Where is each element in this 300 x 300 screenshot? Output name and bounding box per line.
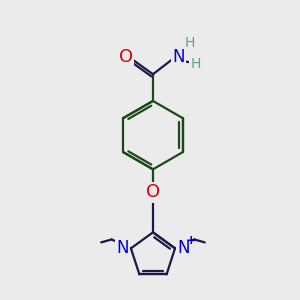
Text: H: H bbox=[190, 57, 201, 71]
Text: H: H bbox=[185, 36, 195, 50]
Text: N: N bbox=[116, 239, 129, 257]
Text: +: + bbox=[186, 233, 197, 247]
Text: O: O bbox=[146, 183, 160, 201]
Text: O: O bbox=[118, 48, 133, 66]
Text: N: N bbox=[177, 239, 190, 257]
Text: N: N bbox=[172, 48, 185, 66]
